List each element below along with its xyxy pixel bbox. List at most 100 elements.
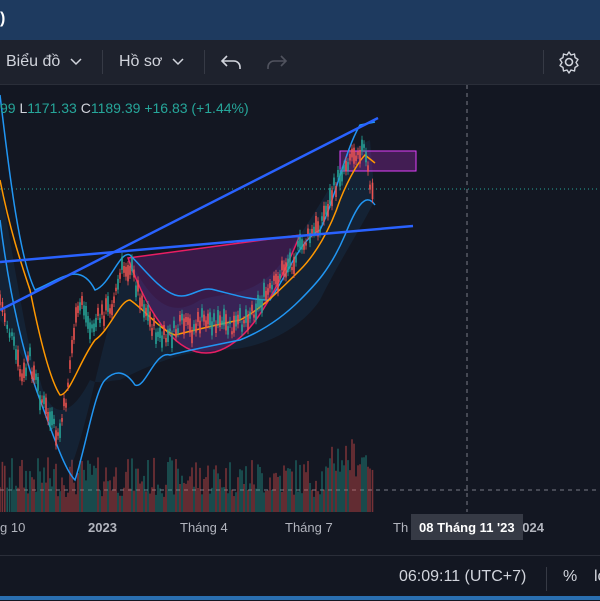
price-chart[interactable]: [0, 85, 600, 555]
candle-body: [21, 373, 23, 382]
volume-bar: [111, 490, 113, 512]
volume-bar: [53, 469, 55, 512]
candle-body: [1, 301, 4, 313]
volume-bar: [313, 496, 315, 512]
candle-body: [289, 252, 291, 268]
volume-bar: [291, 471, 293, 512]
candle-body: [297, 240, 299, 247]
candle-body: [139, 297, 141, 310]
candle-body: [199, 320, 201, 334]
toolbar-divider: [102, 50, 103, 74]
volume-bar: [119, 495, 121, 512]
candle-body: [149, 311, 151, 327]
volume-bar: [4, 465, 6, 512]
candle-body: [8, 332, 11, 338]
volume-bar: [211, 487, 213, 512]
candle-body: [185, 316, 187, 322]
volume-bar: [81, 461, 83, 512]
candle-body: [97, 307, 99, 317]
candle-body: [321, 216, 323, 221]
profile-menu-label: Hồ sơ: [119, 53, 163, 70]
volume-bar: [153, 457, 155, 512]
percent-scale-toggle[interactable]: %: [563, 568, 578, 585]
candle-body: [93, 323, 95, 332]
volume-bar: [31, 477, 33, 512]
gear-icon: [559, 51, 579, 74]
window-titlebar: ): [0, 0, 600, 40]
volume-bar: [103, 481, 105, 512]
volume-bar: [295, 460, 297, 512]
candle-body: [111, 304, 113, 316]
candle-body: [63, 398, 65, 407]
candle-body: [37, 376, 39, 391]
candle-body: [273, 275, 275, 281]
status-bar: 06:09:11 (UTC+7) % lo: [0, 555, 600, 601]
clock-display[interactable]: 06:09:11 (UTC+7): [399, 568, 527, 585]
candle-body: [339, 173, 341, 187]
candle-body: [113, 296, 115, 303]
candle-body: [17, 349, 19, 367]
volume-bar: [63, 485, 65, 512]
volume-bar: [185, 483, 187, 512]
candle-body: [155, 332, 157, 344]
candle-body: [189, 318, 191, 333]
candle-body: [61, 418, 63, 422]
candle-body: [71, 339, 73, 354]
candle-body: [345, 160, 347, 172]
candle-body: [341, 171, 343, 182]
candle-body: [41, 399, 43, 403]
volume-bar: [245, 466, 247, 512]
volume-bar: [133, 490, 135, 512]
settings-button[interactable]: [557, 40, 581, 84]
candle-body: [161, 335, 163, 348]
candle-body: [55, 430, 57, 446]
candle-body: [371, 182, 374, 200]
volume-bar: [271, 489, 273, 512]
volume-bar: [107, 481, 109, 512]
undo-icon: [220, 55, 241, 69]
candle-body: [291, 267, 293, 271]
volume-bar: [229, 462, 231, 512]
volume-bar: [43, 467, 45, 512]
candle-body: [53, 418, 55, 425]
volume-bar: [345, 445, 347, 512]
volume-bar: [203, 478, 205, 512]
chart-menu-button[interactable]: Biểu đồ: [6, 40, 82, 84]
volume-bar: [233, 496, 235, 512]
volume-bar: [247, 489, 249, 512]
volume-bar: [317, 491, 319, 512]
candle-body: [99, 317, 101, 323]
redo-button[interactable]: [266, 40, 288, 84]
toolbar-divider: [543, 50, 544, 74]
undo-button[interactable]: [220, 40, 242, 84]
candle-body: [225, 314, 227, 331]
volume-bar: [359, 464, 361, 512]
volume-bar: [33, 479, 35, 512]
volume-bar: [331, 446, 333, 512]
volume-bar: [287, 468, 289, 512]
volume-bar: [223, 487, 225, 512]
candle-body: [25, 367, 27, 377]
candle-body: [367, 165, 369, 172]
candle-body: [213, 313, 215, 322]
chart-pane[interactable]: [0, 85, 600, 555]
volume-bar: [37, 458, 39, 512]
candle-body: [307, 228, 309, 236]
volume-bar: [8, 477, 11, 512]
candle-body: [75, 307, 77, 323]
candle-body: [239, 308, 241, 319]
candle-body: [59, 423, 61, 438]
profile-menu-button[interactable]: Hồ sơ: [119, 40, 184, 84]
candle-body: [247, 314, 249, 331]
volume-bar: [273, 473, 275, 512]
volume-bar: [39, 471, 41, 512]
toolbar-divider: [204, 50, 205, 74]
volume-bar: [171, 460, 173, 512]
candle-body: [159, 327, 161, 339]
volume-bar: [199, 467, 201, 512]
legend-close-value: 1189.39: [90, 100, 141, 116]
candle-body: [203, 314, 205, 322]
volume-bar: [341, 460, 343, 512]
log-scale-toggle[interactable]: lo: [594, 568, 600, 585]
candle-body: [281, 260, 283, 271]
